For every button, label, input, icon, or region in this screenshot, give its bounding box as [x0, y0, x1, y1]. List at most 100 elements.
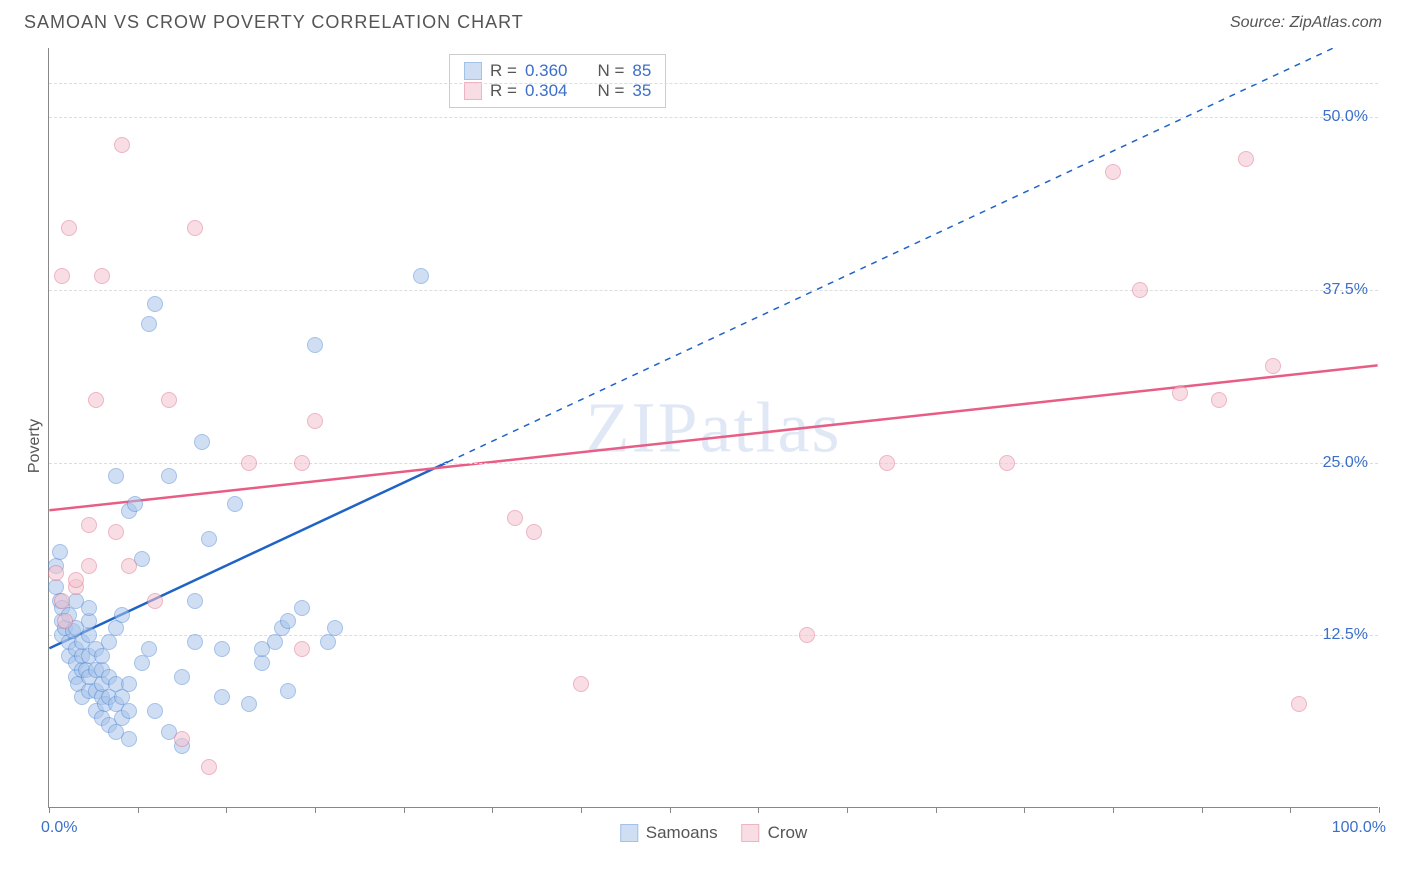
data-point — [241, 696, 257, 712]
legend-r-label: R = — [490, 61, 517, 81]
legend-swatch-icon — [464, 62, 482, 80]
data-point — [81, 613, 97, 629]
data-point — [114, 607, 130, 623]
data-point — [141, 641, 157, 657]
data-point — [88, 392, 104, 408]
scatter-chart: ZIPatlas R =0.360N =85R =0.304N =35 Samo… — [48, 48, 1378, 808]
legend-n-label: N = — [597, 81, 624, 101]
data-point — [799, 627, 815, 643]
data-point — [94, 268, 110, 284]
trend-line-dashed — [448, 48, 1378, 462]
series-legend-item: Crow — [742, 823, 808, 843]
data-point — [1211, 392, 1227, 408]
data-point — [1105, 164, 1121, 180]
data-point — [57, 613, 73, 629]
watermark-text: ZIPatlas — [586, 386, 842, 469]
legend-n-value: 35 — [632, 81, 651, 101]
data-point — [127, 496, 143, 512]
legend-row: R =0.360N =85 — [464, 61, 651, 81]
data-point — [294, 455, 310, 471]
data-point — [121, 731, 137, 747]
data-point — [52, 544, 68, 560]
trend-line-solid — [49, 462, 447, 648]
legend-r-value: 0.304 — [525, 81, 568, 101]
data-point — [307, 413, 323, 429]
data-point — [307, 337, 323, 353]
x-range-max: 100.0% — [1332, 819, 1386, 837]
data-point — [280, 683, 296, 699]
legend-n-label: N = — [597, 61, 624, 81]
gridline-h — [49, 83, 1378, 84]
x-tick — [1024, 807, 1025, 813]
data-point — [214, 689, 230, 705]
legend-swatch-icon — [464, 82, 482, 100]
data-point — [254, 655, 270, 671]
x-tick — [226, 807, 227, 813]
data-point — [999, 455, 1015, 471]
data-point — [121, 558, 137, 574]
data-point — [121, 703, 137, 719]
x-tick — [670, 807, 671, 813]
legend-r-value: 0.360 — [525, 61, 568, 81]
data-point — [147, 593, 163, 609]
data-point — [54, 593, 70, 609]
data-point — [241, 455, 257, 471]
data-point — [1132, 282, 1148, 298]
series-legend: Samoans Crow — [620, 823, 808, 843]
data-point — [174, 669, 190, 685]
y-tick-label: 50.0% — [1323, 108, 1368, 126]
data-point — [526, 524, 542, 540]
data-point — [294, 600, 310, 616]
data-point — [201, 531, 217, 547]
data-point — [187, 220, 203, 236]
data-point — [147, 703, 163, 719]
legend-swatch-icon — [620, 824, 638, 842]
series-legend-label: Crow — [768, 823, 808, 843]
data-point — [81, 517, 97, 533]
gridline-h — [49, 635, 1378, 636]
data-point — [573, 676, 589, 692]
data-point — [54, 268, 70, 284]
series-legend-item: Samoans — [620, 823, 718, 843]
data-point — [267, 634, 283, 650]
data-point — [94, 648, 110, 664]
data-point — [214, 641, 230, 657]
y-tick-label: 25.0% — [1323, 454, 1368, 472]
data-point — [108, 524, 124, 540]
data-point — [161, 468, 177, 484]
data-point — [134, 655, 150, 671]
x-tick — [404, 807, 405, 813]
data-point — [194, 434, 210, 450]
data-point — [147, 296, 163, 312]
data-point — [61, 220, 77, 236]
legend-swatch-icon — [742, 824, 760, 842]
data-point — [327, 620, 343, 636]
data-point — [320, 634, 336, 650]
data-point — [101, 634, 117, 650]
data-point — [1291, 696, 1307, 712]
data-point — [507, 510, 523, 526]
data-point — [1265, 358, 1281, 374]
x-tick — [758, 807, 759, 813]
legend-row: R =0.304N =35 — [464, 81, 651, 101]
x-tick — [1290, 807, 1291, 813]
series-legend-label: Samoans — [646, 823, 718, 843]
source-attribution: Source: ZipAtlas.com — [1230, 14, 1382, 32]
x-tick — [1202, 807, 1203, 813]
x-tick — [1113, 807, 1114, 813]
data-point — [187, 593, 203, 609]
correlation-legend: R =0.360N =85R =0.304N =35 — [449, 54, 666, 108]
data-point — [141, 316, 157, 332]
gridline-h — [49, 290, 1378, 291]
x-tick — [138, 807, 139, 813]
data-point — [879, 455, 895, 471]
x-tick — [492, 807, 493, 813]
x-tick — [49, 807, 50, 813]
data-point — [1238, 151, 1254, 167]
data-point — [201, 759, 217, 775]
data-point — [81, 558, 97, 574]
data-point — [294, 641, 310, 657]
data-point — [161, 392, 177, 408]
chart-title: SAMOAN VS CROW POVERTY CORRELATION CHART — [24, 12, 524, 33]
data-point — [114, 137, 130, 153]
